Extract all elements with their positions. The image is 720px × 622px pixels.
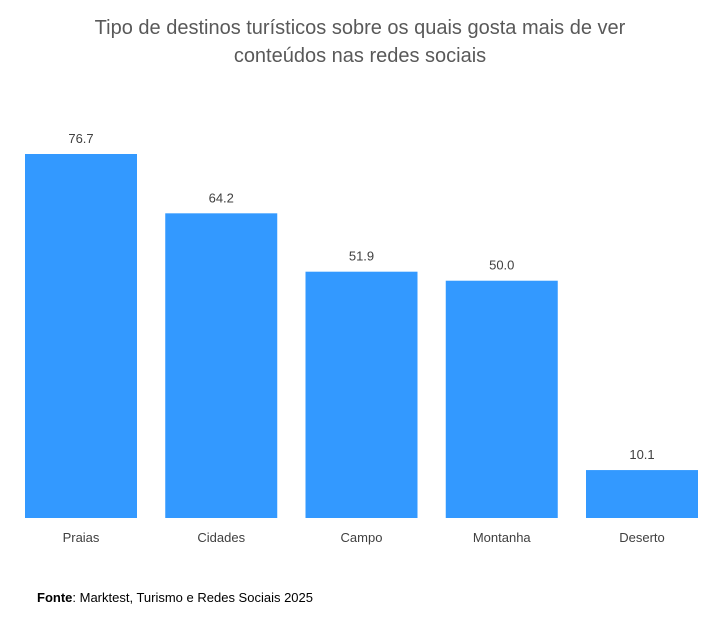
value-label-montanha: 50.0 bbox=[489, 258, 514, 273]
source-note: Fonte: Marktest, Turismo e Redes Sociais… bbox=[37, 590, 313, 605]
chart-title: Tipo de destinos turísticos sobre os qua… bbox=[40, 14, 680, 70]
category-label-deserto: Deserto bbox=[619, 530, 665, 545]
category-label-campo: Campo bbox=[341, 530, 383, 545]
value-label-campo: 51.9 bbox=[349, 249, 374, 264]
chart-title-line-2: conteúdos nas redes sociais bbox=[233, 45, 487, 67]
bar-campo bbox=[305, 271, 418, 518]
value-label-cidades: 64.2 bbox=[209, 190, 234, 205]
category-label-cidades: Cidades bbox=[197, 530, 245, 545]
bar-cidades bbox=[165, 213, 278, 519]
chart-title-line-1: Tipo de destinos turísticos sobre os qua… bbox=[94, 17, 626, 39]
bar-praias bbox=[25, 154, 137, 518]
bar-montanha bbox=[445, 280, 558, 518]
bar-deserto bbox=[586, 470, 698, 518]
source-label: Fonte bbox=[37, 590, 73, 605]
value-label-deserto: 10.1 bbox=[629, 447, 654, 462]
category-label-praias: Praias bbox=[63, 530, 100, 545]
category-label-montanha: Montanha bbox=[473, 530, 532, 545]
value-label-praias: 76.7 bbox=[68, 131, 93, 146]
source-text: : Marktest, Turismo e Redes Sociais 2025 bbox=[72, 590, 313, 605]
